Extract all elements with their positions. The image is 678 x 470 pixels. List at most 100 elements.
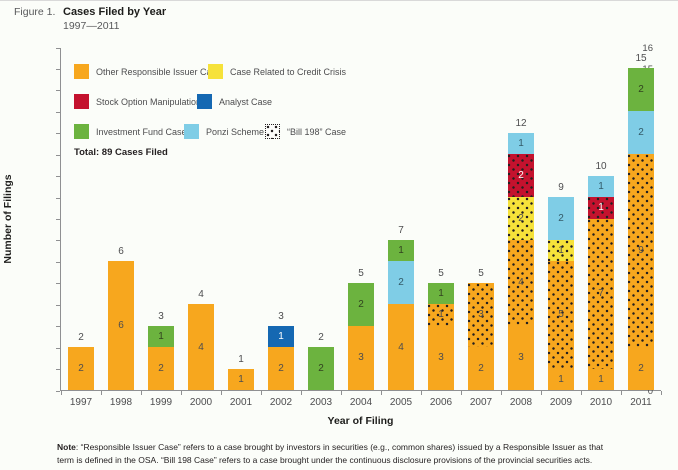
x-axis-tick <box>380 391 382 395</box>
bar-2001: 1 <box>228 368 254 390</box>
bar-total-label: 3 <box>278 310 284 322</box>
x-axis-category-label: 1998 <box>109 397 133 408</box>
legend-swatch-yellow-icon <box>208 64 223 79</box>
bar-segment: 4 <box>388 304 414 390</box>
y-axis-tick-label: 0 <box>647 385 653 397</box>
legend-swatch-blue-icon <box>197 94 212 109</box>
bar-segment: 2 <box>508 197 534 240</box>
legend-item-ponzi-scheme: Ponzi Scheme <box>184 124 264 139</box>
legend-label: Ponzi Scheme <box>206 126 265 137</box>
legend-item-analyst-case: Analyst Case <box>197 94 272 109</box>
x-axis-tick <box>540 391 542 395</box>
bar-segment: 9 <box>628 154 654 348</box>
legend-swatch-red-icon <box>74 94 89 109</box>
legend-label: Case Related to Credit Crisis <box>230 66 347 77</box>
y-axis-tick <box>56 240 60 242</box>
bar-segment: 2 <box>628 347 654 390</box>
x-axis-tick <box>460 391 462 395</box>
legend-swatch-lightblue-icon <box>184 124 199 139</box>
legend-total-cases: Total: 89 Cases Filed <box>74 147 168 158</box>
x-axis-category-label: 2001 <box>229 397 253 408</box>
bar-segment: 1 <box>548 368 574 390</box>
bar-segment: 3 <box>468 282 494 348</box>
bar-segment: 1 <box>548 239 574 262</box>
y-axis-tick <box>56 390 60 392</box>
legend-label: Analyst Case <box>219 96 273 107</box>
bar-segment: 2 <box>508 154 534 198</box>
legend-label: Investment Fund Case <box>96 126 187 137</box>
bar-total-label: 10 <box>595 160 607 172</box>
legend-label: Other Responsible Issuer Case <box>96 66 222 77</box>
bar-segment: 7 <box>588 218 614 369</box>
x-axis-tick <box>60 391 62 395</box>
x-axis-tick <box>300 391 302 395</box>
x-axis-tick <box>140 391 142 395</box>
y-axis-tick <box>56 176 60 178</box>
bar-total-label: 15 <box>635 53 647 65</box>
bar-segment: 1 <box>228 368 254 390</box>
legend-item-stock-option-manipulation: Stock Option Manipulation <box>74 94 201 109</box>
y-axis-tick <box>56 326 60 328</box>
bar-segment: 4 <box>508 239 534 326</box>
y-axis-tick <box>56 133 60 135</box>
legend-swatch-orange-icon <box>74 64 89 79</box>
x-axis-category-label: 2000 <box>189 397 213 408</box>
bar-total-label: 12 <box>515 117 527 129</box>
bar-segment: 2 <box>148 347 174 390</box>
legend-item-investment-fund-case: Investment Fund Case <box>74 124 187 139</box>
legend-item-other-responsible-issuer-case: Other Responsible Issuer Case <box>74 64 221 79</box>
bar-total-label: 2 <box>78 332 84 344</box>
bar-1997: 2 <box>68 347 94 390</box>
footnote: Note: “Responsible Issuer Case” refers t… <box>57 441 617 467</box>
bar-column-2011: 2 9 2 2 15 <box>621 48 661 390</box>
x-axis-tick <box>580 391 582 395</box>
bar-segment: 1 <box>588 175 614 198</box>
figure-title: Cases Filed by Year <box>63 6 167 18</box>
y-axis-tick <box>56 283 60 285</box>
bar-2003: 2 <box>308 347 334 390</box>
bar-segment: 1 <box>148 325 174 348</box>
bar-segment: 2 <box>308 347 334 390</box>
bar-segment: 2 <box>268 347 294 390</box>
x-axis-category-label: 1999 <box>149 397 173 408</box>
footnote-text: : “Responsible Issuer Case” refers to a … <box>57 442 604 466</box>
bar-segment: 1 <box>388 239 414 262</box>
bar-segment: 2 <box>628 68 654 112</box>
x-axis-tick <box>100 391 102 395</box>
x-axis-title: Year of Filing <box>327 415 394 427</box>
y-axis-tick <box>56 347 60 349</box>
footnote-label: Note <box>57 442 76 452</box>
y-axis-tick <box>56 47 60 49</box>
y-axis-tick <box>56 197 60 199</box>
bar-total-label: 4 <box>198 289 204 301</box>
bar-segment: 2 <box>348 282 374 326</box>
bar-total-label: 5 <box>438 267 444 279</box>
y-axis-tick <box>56 154 60 156</box>
y-axis-tick <box>56 369 60 371</box>
bar-total-label: 5 <box>358 267 364 279</box>
x-axis-category-label: 1997 <box>69 397 93 408</box>
bar-segment: 5 <box>548 261 574 369</box>
legend-swatch-bill198-dotted-icon <box>265 124 280 139</box>
x-axis-tick <box>260 391 262 395</box>
bar-segment: 6 <box>108 261 134 390</box>
y-axis-tick <box>56 111 60 113</box>
bar-2000: 4 <box>188 304 214 390</box>
bar-total-label: 7 <box>398 224 404 236</box>
bar-segment: 3 <box>428 325 454 390</box>
figure-number-label: Figure 1. <box>14 6 56 18</box>
